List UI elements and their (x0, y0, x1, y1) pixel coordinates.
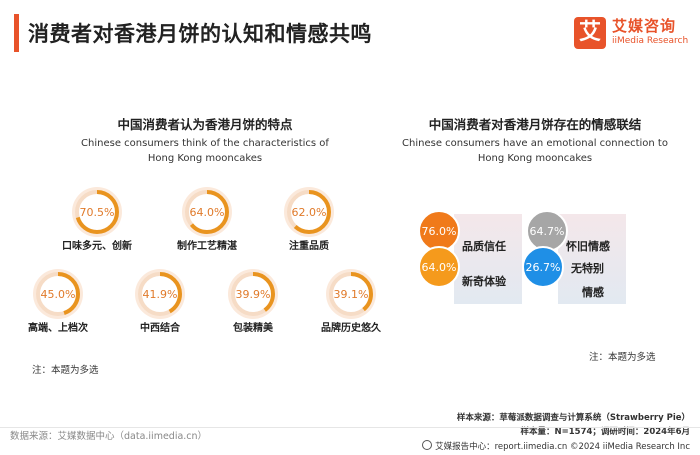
emotion-value-label: 64.7% (530, 225, 565, 238)
ring-category-label: 制作工艺精湛 (177, 239, 237, 252)
ring-category-label: 品牌历史悠久 (321, 321, 382, 334)
ring-value-label: 39.1% (334, 288, 369, 301)
left-panel-title: 中国消费者认为香港月饼的特点 (117, 117, 293, 132)
characteristic-item: 62.0% 注重品质 (284, 187, 334, 252)
characteristic-item: 70.5% 口味多元、创新 (62, 187, 132, 252)
ring-progress-arc (138, 272, 182, 316)
footer-divider (0, 427, 700, 428)
emotion-circle (418, 246, 460, 288)
ring-value-label: 62.0% (292, 206, 327, 219)
emotion-value-label: 76.0% (422, 225, 457, 238)
characteristic-item: 41.9% 中西结合 (135, 269, 185, 334)
ring-progress-arc (185, 190, 229, 234)
ring-value-label: 41.9% (143, 288, 178, 301)
characteristic-item: 64.0% 制作工艺精湛 (177, 187, 237, 252)
right-subtitle-line1: Chinese consumers have an emotional conn… (402, 138, 668, 149)
logo-mark: 艾 (574, 17, 606, 49)
ring-progress-arc (231, 272, 275, 316)
emotion-category-label: 新奇体验 (462, 274, 507, 288)
report-center: 艾媒报告中心：report.iimedia.cn ©2024 iiMedia R… (422, 440, 690, 452)
emotion-category-line1: 无特别 (570, 261, 604, 275)
emotion-value-label: 26.7% (526, 261, 561, 274)
logo-chinese-name: 艾媒咨询 (612, 17, 677, 35)
sample-size: 样本量：N=1574；调研时间：2024年6月 (520, 427, 690, 437)
title-accent-bar (14, 14, 19, 52)
emotion-category-label: 品质信任 (462, 239, 506, 253)
emotion-category-label: 无特别情感 (570, 261, 604, 299)
ring-value-label: 64.0% (190, 206, 225, 219)
left-panel-note: 注：本题为多选 (32, 365, 99, 376)
report-center-text: 艾媒报告中心：report.iimedia.cn ©2024 iiMedia R… (435, 442, 690, 452)
characteristic-item: 39.9% 包装精美 (228, 269, 278, 334)
emotion-value-label: 64.0% (422, 261, 457, 274)
sample-source: 样本来源：草莓派数据调查与计算系统（Strawberry Pie） (456, 413, 690, 423)
ring-value-label: 39.9% (236, 288, 271, 301)
ring-progress-arc (75, 190, 119, 234)
emotion-category-label: 怀旧情感 (566, 239, 610, 253)
characteristic-item: 45.0% 高端、上档次 (28, 269, 88, 334)
ring-progress-arc (329, 272, 373, 316)
emotion-item: 76.0% (418, 210, 460, 252)
left-panel-subtitle: Chinese consumers think of the character… (20, 136, 390, 166)
right-panel-note: 注：本题为多选 (589, 352, 656, 363)
ring-value-label: 45.0% (41, 288, 76, 301)
emotion-item: 64.0% (418, 246, 460, 288)
ring-category-label: 中西结合 (140, 321, 181, 334)
card-right (558, 214, 626, 304)
emotion-item: 64.7% (526, 210, 568, 252)
ring-category-label: 口味多元、创新 (62, 239, 132, 252)
left-subtitle-line1: Chinese consumers think of the character… (81, 138, 329, 149)
emotion-circle (522, 246, 564, 288)
page-title: 消费者对香港月饼的认知和情感共鸣 (28, 22, 372, 46)
emotion-category-line2: 情感 (582, 285, 604, 299)
characteristic-item: 39.1% 品牌历史悠久 (321, 269, 382, 334)
globe-icon (422, 440, 433, 450)
iimedia-logo: 艾 艾媒咨询 iiMedia Research (574, 14, 694, 54)
ring-progress-arc (36, 272, 80, 316)
card-left (454, 214, 522, 304)
ring-category-label: 包装精美 (233, 321, 274, 334)
ring-category-label: 注重品质 (289, 239, 329, 252)
left-subtitle-line2: Hong Kong mooncakes (147, 153, 263, 164)
ring-progress-arc (287, 190, 331, 234)
logo-english-name: iiMedia Research (612, 36, 689, 46)
characteristics-ring-chart: 70.5% 口味多元、创新 64.0% 制作工艺精湛 62.0% 注重品质 45.0% 高端、… (28, 187, 382, 334)
right-panel-subtitle: Chinese consumers have an emotional conn… (365, 136, 700, 166)
emotion-item: 26.7% (522, 246, 564, 288)
right-panel-title: 中国消费者对香港月饼存在的情感联结 (428, 117, 642, 132)
right-subtitle-line2: Hong Kong mooncakes (477, 153, 593, 164)
data-source: 数据来源：艾媒数据中心（data.iimedia.cn） (10, 431, 208, 442)
ring-value-label: 70.5% (80, 206, 115, 219)
ring-category-label: 高端、上档次 (28, 321, 88, 334)
